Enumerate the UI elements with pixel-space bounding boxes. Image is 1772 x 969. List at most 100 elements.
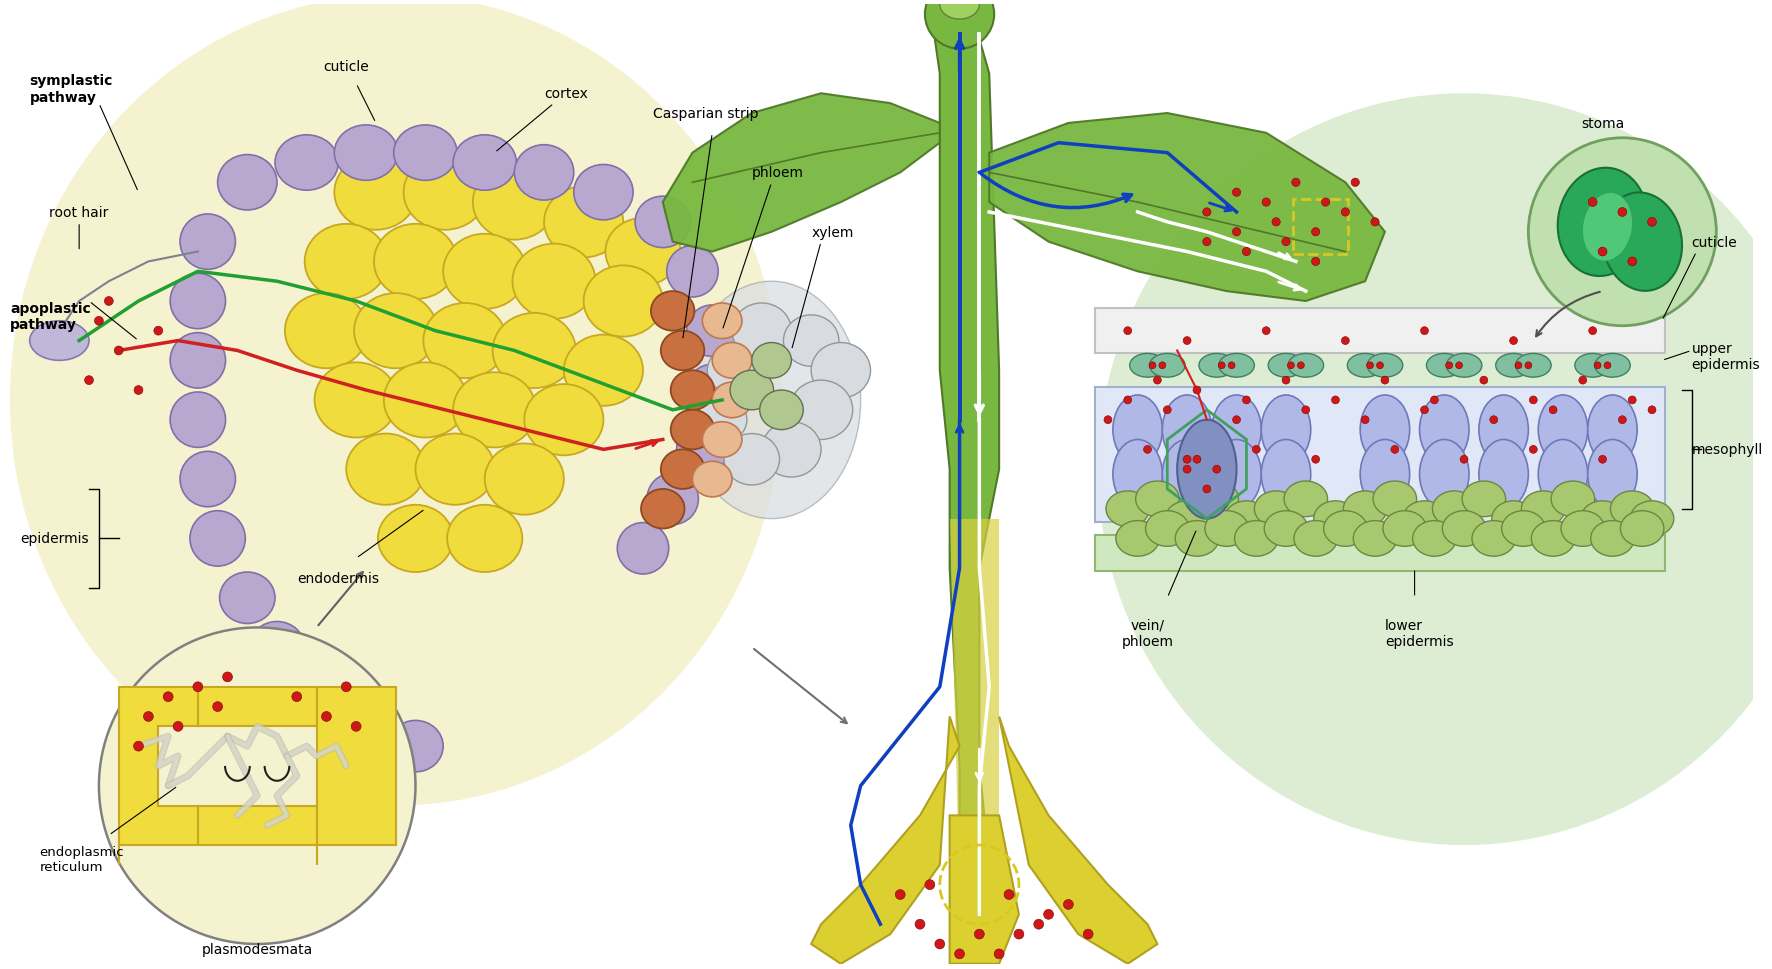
Ellipse shape xyxy=(1480,440,1529,509)
Polygon shape xyxy=(663,94,939,252)
Ellipse shape xyxy=(1412,521,1457,556)
Ellipse shape xyxy=(661,450,703,489)
FancyBboxPatch shape xyxy=(1095,388,1666,522)
Ellipse shape xyxy=(1162,395,1212,465)
Circle shape xyxy=(133,741,144,751)
Ellipse shape xyxy=(374,225,457,299)
Ellipse shape xyxy=(670,371,714,411)
Circle shape xyxy=(1618,417,1627,424)
Ellipse shape xyxy=(939,0,980,20)
Ellipse shape xyxy=(181,452,236,507)
Circle shape xyxy=(1212,466,1221,474)
Circle shape xyxy=(1529,139,1717,327)
Ellipse shape xyxy=(289,672,344,723)
Polygon shape xyxy=(198,805,317,845)
Circle shape xyxy=(925,880,936,890)
Circle shape xyxy=(1262,328,1271,335)
Ellipse shape xyxy=(305,225,388,299)
Circle shape xyxy=(94,317,103,326)
Circle shape xyxy=(914,920,925,929)
Circle shape xyxy=(351,722,361,732)
Ellipse shape xyxy=(563,335,643,406)
Circle shape xyxy=(1322,199,1329,207)
Circle shape xyxy=(1589,328,1597,335)
Polygon shape xyxy=(999,717,1157,964)
Ellipse shape xyxy=(1361,440,1411,509)
Circle shape xyxy=(1366,362,1373,369)
Ellipse shape xyxy=(1446,354,1481,378)
Ellipse shape xyxy=(335,155,418,231)
Circle shape xyxy=(1123,396,1132,404)
Ellipse shape xyxy=(1611,491,1653,527)
Ellipse shape xyxy=(812,343,870,398)
Ellipse shape xyxy=(514,145,574,201)
Ellipse shape xyxy=(762,422,820,478)
Circle shape xyxy=(193,682,202,692)
Ellipse shape xyxy=(1620,512,1664,547)
Ellipse shape xyxy=(424,303,507,379)
Text: cortex: cortex xyxy=(544,87,588,101)
Circle shape xyxy=(1341,337,1348,345)
Ellipse shape xyxy=(641,489,684,529)
Ellipse shape xyxy=(1212,440,1262,509)
Ellipse shape xyxy=(1522,491,1565,527)
Circle shape xyxy=(1083,929,1093,939)
Ellipse shape xyxy=(1538,440,1588,509)
Ellipse shape xyxy=(1403,501,1446,537)
Circle shape xyxy=(342,682,351,692)
Circle shape xyxy=(1203,238,1210,246)
Ellipse shape xyxy=(1432,491,1476,527)
Ellipse shape xyxy=(702,303,742,339)
Circle shape xyxy=(1148,362,1155,369)
Text: lower
epidermis: lower epidermis xyxy=(1386,618,1453,648)
Ellipse shape xyxy=(606,219,680,286)
Ellipse shape xyxy=(686,305,737,357)
Ellipse shape xyxy=(732,303,792,359)
Circle shape xyxy=(1232,229,1240,236)
Circle shape xyxy=(955,949,964,959)
Ellipse shape xyxy=(388,721,443,772)
Circle shape xyxy=(1455,362,1462,369)
Ellipse shape xyxy=(1262,395,1311,465)
Polygon shape xyxy=(950,816,1019,964)
Ellipse shape xyxy=(1382,512,1426,547)
Circle shape xyxy=(1377,362,1384,369)
Circle shape xyxy=(154,327,163,336)
Circle shape xyxy=(1104,417,1111,424)
Text: upper
epidermis: upper epidermis xyxy=(1692,341,1760,371)
Circle shape xyxy=(1529,396,1538,404)
Circle shape xyxy=(1232,189,1240,197)
Ellipse shape xyxy=(1131,354,1166,378)
Circle shape xyxy=(1598,248,1607,257)
Circle shape xyxy=(1526,362,1531,369)
Ellipse shape xyxy=(335,126,397,181)
Circle shape xyxy=(1184,337,1191,345)
Ellipse shape xyxy=(789,381,852,440)
Ellipse shape xyxy=(1175,521,1219,556)
Ellipse shape xyxy=(1343,491,1387,527)
Text: Casparian strip: Casparian strip xyxy=(652,107,758,121)
Circle shape xyxy=(1604,362,1611,369)
Ellipse shape xyxy=(1113,395,1162,465)
Ellipse shape xyxy=(751,343,792,379)
Ellipse shape xyxy=(1550,482,1595,517)
Ellipse shape xyxy=(702,422,742,457)
Ellipse shape xyxy=(677,424,728,476)
Polygon shape xyxy=(119,687,198,865)
Ellipse shape xyxy=(447,505,523,573)
Circle shape xyxy=(1297,362,1304,369)
Circle shape xyxy=(1242,248,1251,257)
Circle shape xyxy=(113,347,124,356)
Circle shape xyxy=(1184,466,1191,474)
Circle shape xyxy=(1598,455,1607,464)
Circle shape xyxy=(1549,406,1558,415)
Ellipse shape xyxy=(454,136,516,191)
Circle shape xyxy=(1159,362,1166,369)
Circle shape xyxy=(163,692,174,702)
Circle shape xyxy=(1595,362,1602,369)
Circle shape xyxy=(1005,890,1014,899)
Ellipse shape xyxy=(512,244,595,320)
Ellipse shape xyxy=(1288,354,1324,378)
Circle shape xyxy=(1391,446,1398,453)
Polygon shape xyxy=(812,717,960,964)
